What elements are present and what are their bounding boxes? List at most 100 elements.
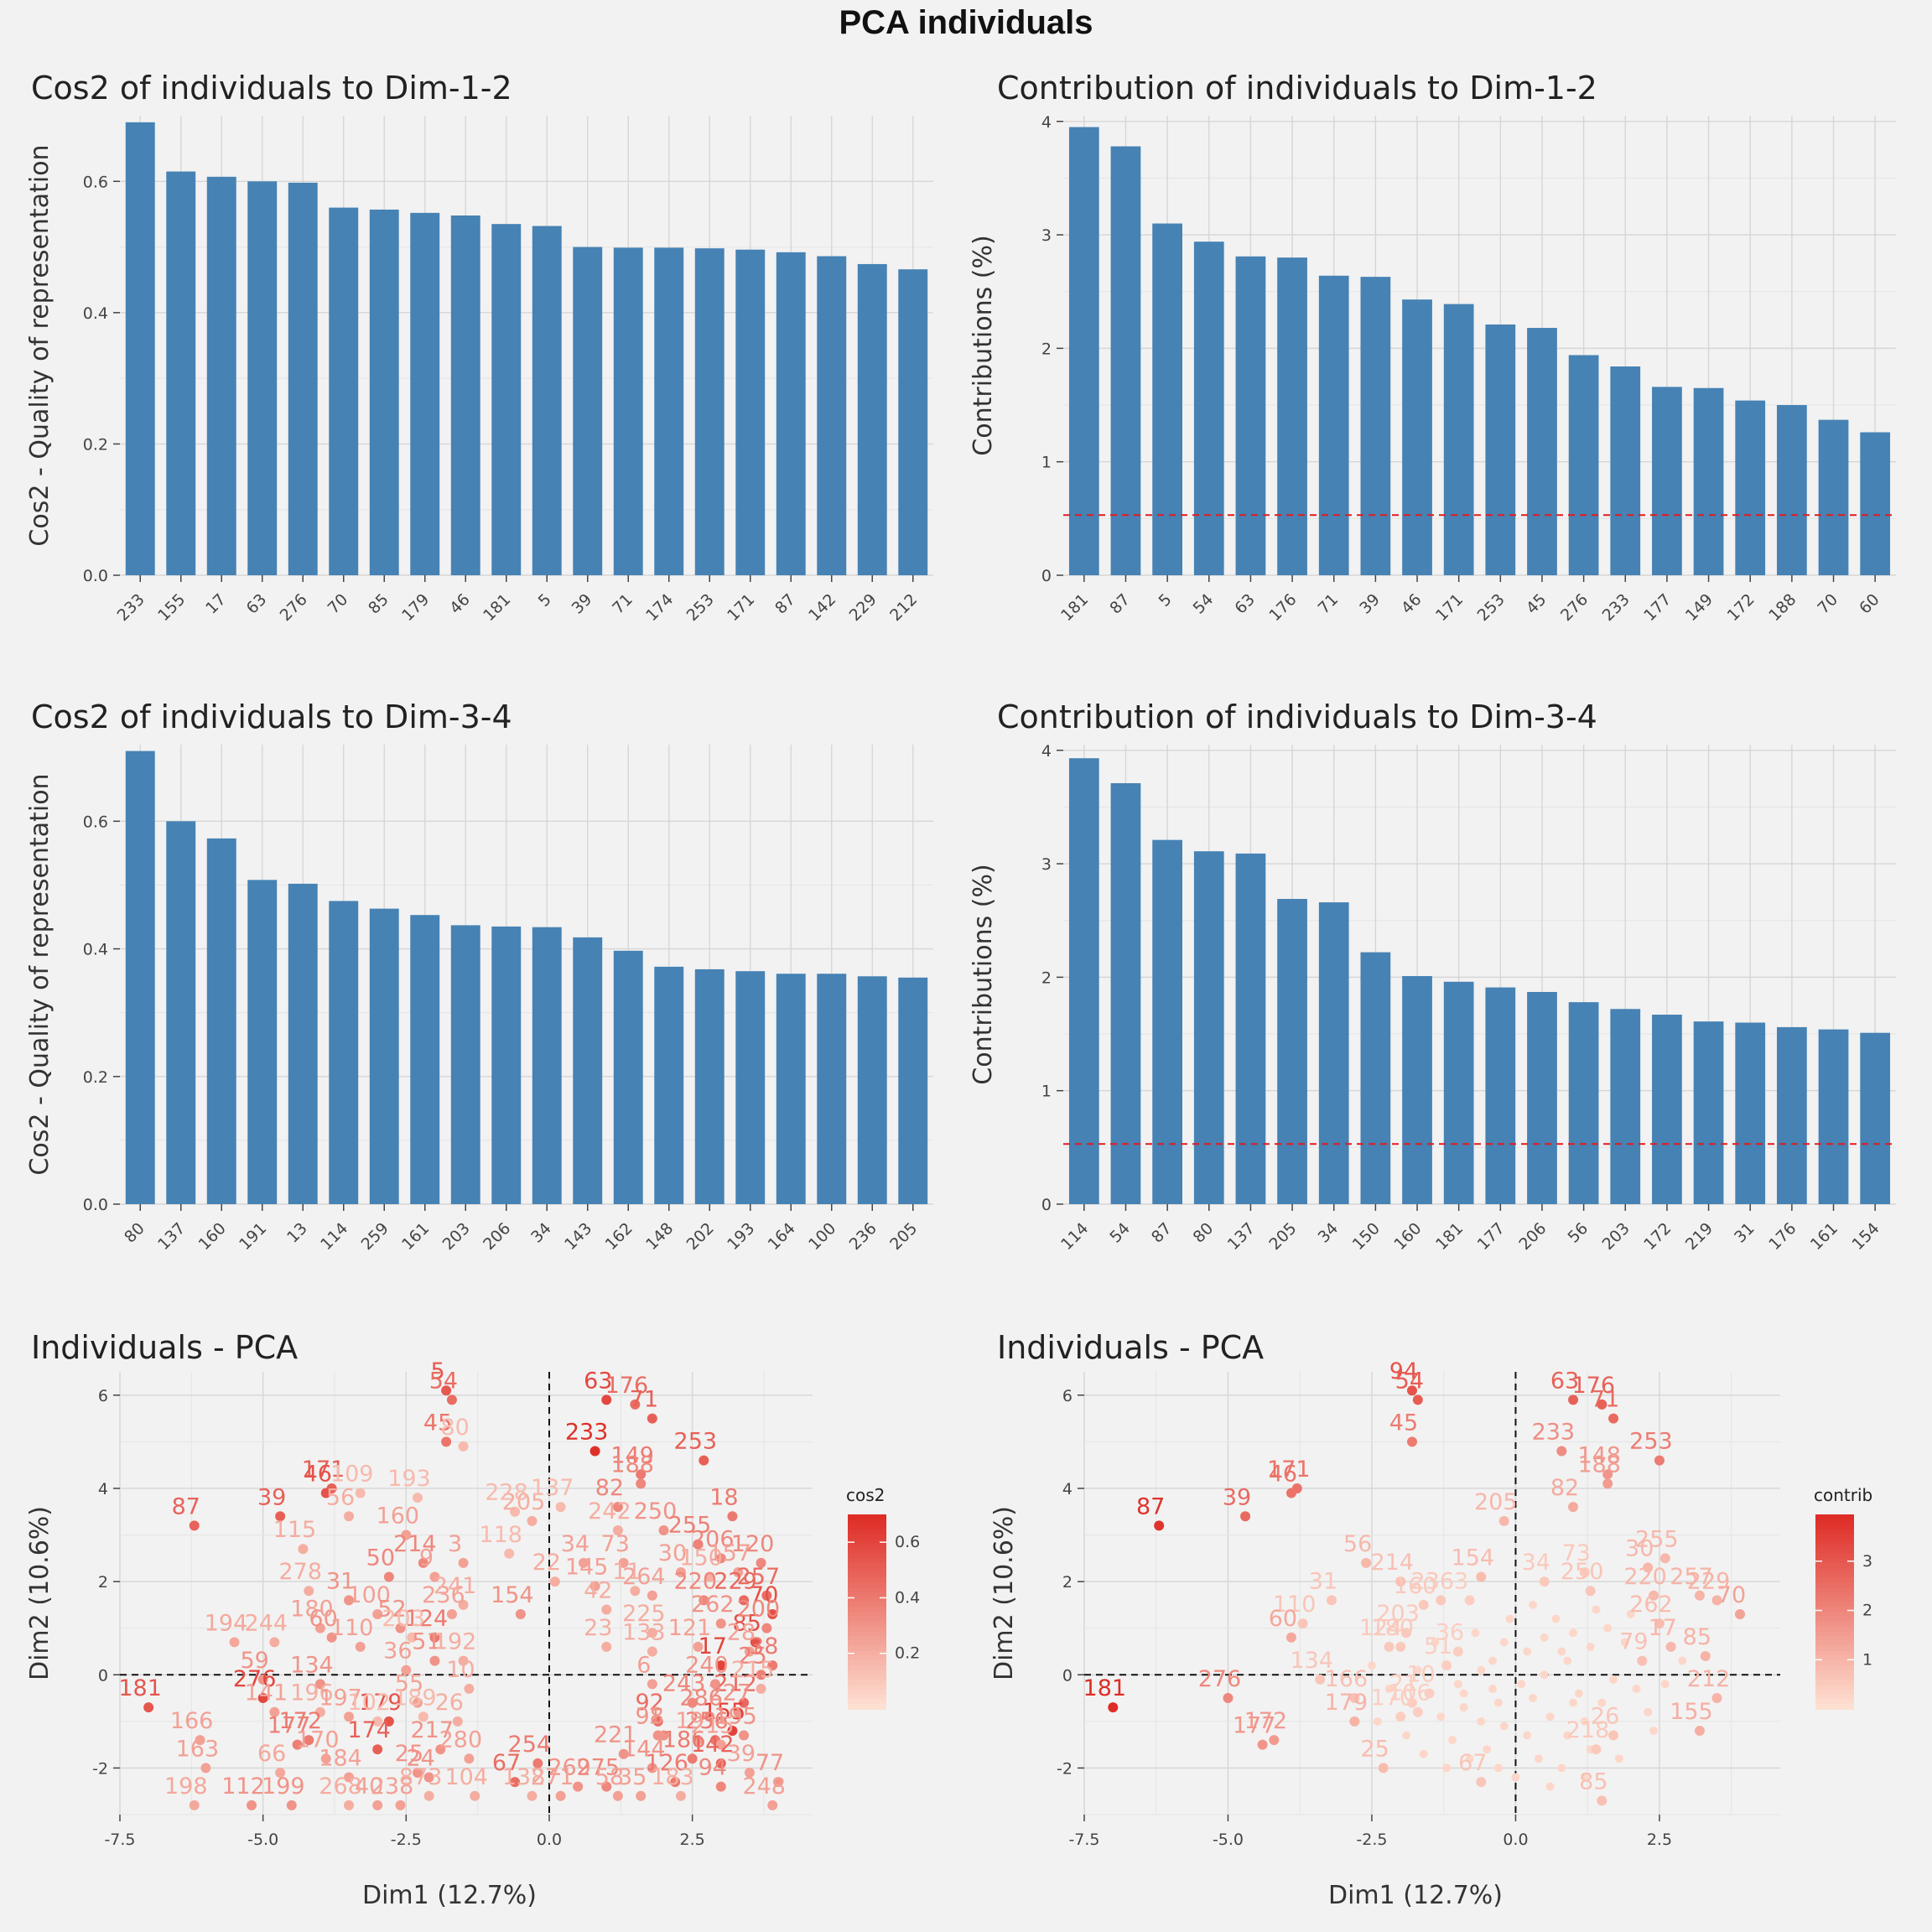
bar-5 [532, 226, 562, 575]
point [1614, 1754, 1623, 1763]
point [1592, 1605, 1601, 1614]
y-tick-label: 6 [98, 1387, 108, 1405]
point-194 [229, 1637, 240, 1648]
colorbar-segment [1815, 1665, 1854, 1671]
point-label-206: 206 [691, 1526, 735, 1552]
point-label-262: 262 [1629, 1592, 1673, 1618]
bar-114 [329, 901, 359, 1204]
cos2_12-grid [120, 116, 933, 576]
point-30 [1643, 1562, 1654, 1573]
x-tick-label-193: 193 [724, 1219, 758, 1254]
y-tick-label: 4 [1062, 1480, 1072, 1498]
point-58 [612, 1790, 623, 1801]
colorbar-segment [1815, 1582, 1854, 1588]
point-141 [269, 1706, 280, 1717]
colorbar-segment [848, 1626, 886, 1633]
colorbar-segment [848, 1597, 886, 1603]
colorbar-segment [1815, 1645, 1854, 1652]
point-25b [756, 1670, 766, 1680]
point-label-71: 71 [630, 1387, 658, 1413]
colorbar-segment [1815, 1548, 1854, 1555]
x-tick-label-100: 100 [805, 1219, 839, 1254]
point-221 [618, 1748, 629, 1759]
colorbar-segment [1815, 1524, 1854, 1530]
bar-85 [369, 209, 399, 575]
x-tick-label-176: 176 [1765, 1219, 1800, 1254]
y-tick-label: 0.2 [83, 435, 108, 454]
point-label-233: 233 [1532, 1419, 1576, 1445]
x-tick-label-212: 212 [886, 590, 921, 625]
x-tick-label-219: 219 [1682, 1219, 1716, 1254]
point-label-35: 35 [618, 1764, 647, 1790]
colorbar-segment [848, 1592, 886, 1598]
colorbar-segment [848, 1519, 886, 1525]
point-79 [1637, 1655, 1648, 1666]
point-label-170: 170 [1370, 1685, 1414, 1711]
legend-tick-label: 1 [1862, 1650, 1872, 1669]
point-label-92: 92 [636, 1690, 664, 1716]
point-60 [1285, 1632, 1296, 1643]
bar-179 [410, 212, 440, 575]
point-30 [675, 1566, 686, 1577]
point-label-186: 186 [662, 1727, 706, 1753]
bar-161 [1818, 1029, 1849, 1204]
point-45 [441, 1436, 452, 1447]
colorbar-segment [848, 1558, 886, 1564]
point [1523, 1731, 1532, 1740]
point-242 [612, 1524, 623, 1535]
point-label-102: 102 [347, 1690, 391, 1716]
colorbar-segment [1815, 1680, 1854, 1685]
point-71 [647, 1413, 657, 1424]
colorbar-segment [848, 1567, 886, 1574]
point-85 [1700, 1651, 1711, 1662]
bar-70 [329, 207, 359, 575]
point-label-100: 100 [347, 1582, 391, 1608]
point [1545, 1782, 1555, 1791]
point [1529, 1600, 1538, 1609]
point [1419, 1749, 1428, 1758]
bar-219 [1693, 1021, 1724, 1204]
point [1499, 1638, 1509, 1647]
point-label-36: 36 [1436, 1619, 1464, 1645]
point-label-166: 166 [170, 1708, 214, 1734]
point-label-31: 31 [326, 1568, 355, 1594]
point-label-236: 236 [1411, 1568, 1455, 1594]
point-181 [143, 1702, 154, 1713]
point-label-271: 271 [531, 1764, 574, 1790]
point-label-63: 63 [1550, 1368, 1579, 1394]
point-275 [601, 1781, 612, 1792]
point [1367, 1661, 1376, 1670]
point-label-163: 163 [176, 1736, 220, 1762]
point-56 [344, 1511, 355, 1522]
point-label-276: 276 [1198, 1666, 1242, 1692]
point-label-166: 166 [1325, 1666, 1368, 1692]
x-tick-label: -5.0 [1213, 1831, 1244, 1849]
point-label-180: 180 [290, 1597, 334, 1623]
contrib-dim34-panel: Contribution of individuals to Dim-3-4 0… [969, 699, 1896, 1254]
point-label-250: 250 [1561, 1559, 1604, 1585]
point-label-198: 198 [164, 1774, 208, 1800]
point [1540, 1633, 1549, 1642]
point-label-248: 248 [742, 1774, 786, 1800]
point-193 [412, 1493, 423, 1504]
point-label-106: 106 [1388, 1680, 1431, 1706]
point-45 [1406, 1436, 1417, 1447]
bar-236 [857, 976, 887, 1204]
point-166 [1349, 1693, 1360, 1704]
point-236 [1436, 1595, 1446, 1606]
ind_contrib-y-axis-title: Dim2 (10.6%) [989, 1506, 1019, 1680]
point-52 [395, 1623, 406, 1633]
point-286 [704, 1711, 715, 1722]
bar-160 [206, 838, 236, 1204]
point-label-115: 115 [273, 1517, 317, 1543]
bar-193 [735, 971, 766, 1204]
point-label-257: 257 [1670, 1564, 1713, 1590]
colorbar-segment [1815, 1612, 1854, 1618]
point-104 [470, 1790, 480, 1801]
point-label-87: 87 [1136, 1493, 1165, 1519]
point [1471, 1628, 1480, 1638]
x-tick-label-236: 236 [846, 1219, 880, 1254]
y-tick-label: 4 [1041, 113, 1052, 132]
point-label-82: 82 [1550, 1475, 1579, 1501]
colorbar-segment [1815, 1650, 1854, 1657]
